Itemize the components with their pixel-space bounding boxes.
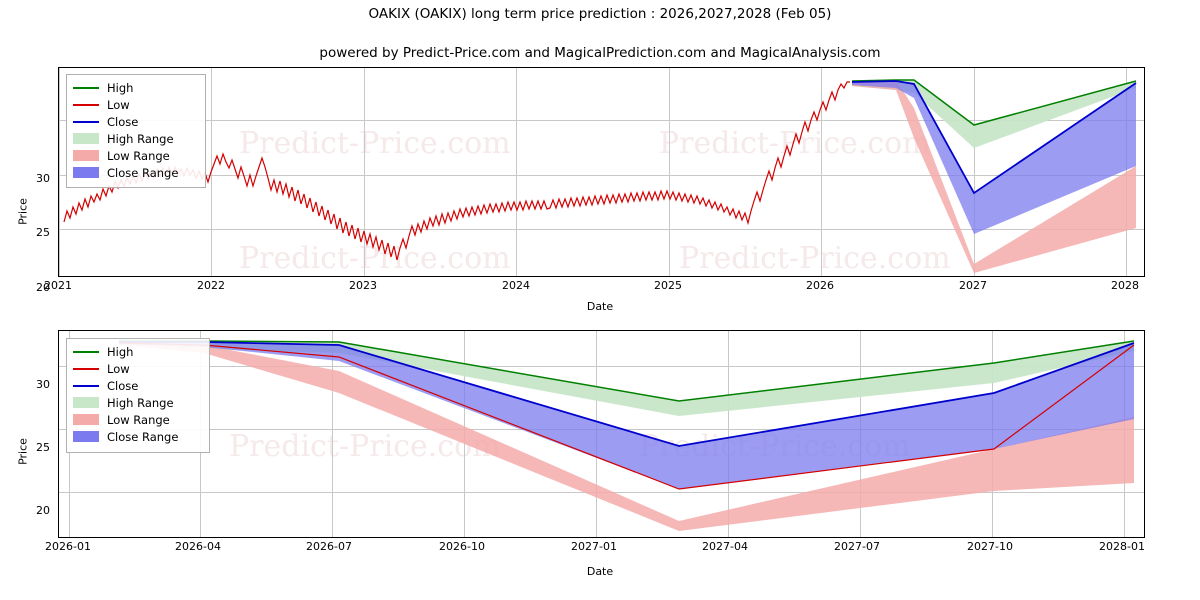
legend-label: Low: [107, 361, 130, 376]
top-xtick-2022: 2022: [197, 279, 225, 292]
top-low-range-band: [852, 80, 1136, 273]
legend-band-high-icon: [73, 133, 99, 144]
top-high-range-band: [852, 80, 1136, 148]
top-xtick-2027: 2027: [959, 279, 987, 292]
top-close-range-band: [852, 80, 1136, 234]
legend-label: High: [107, 80, 134, 95]
bottom-xtick-2026-10: 2026-10: [439, 540, 485, 553]
legend-line-low-icon: [73, 363, 99, 374]
legend-item-low: Low: [73, 360, 203, 377]
bottom-xtick-2026-01: 2026-01: [45, 540, 91, 553]
legend-band-low-icon: [73, 150, 99, 161]
bottom-x-axis-label: Date: [586, 565, 614, 578]
legend-band-close-icon: [73, 431, 99, 442]
page-title: OAKIX (OAKIX) long term price prediction…: [368, 6, 832, 22]
legend-item-close: Close: [73, 377, 203, 394]
legend-item-high: High: [73, 79, 199, 96]
legend-label: High Range: [107, 131, 174, 146]
top-close-forecast-line: [851, 80, 1137, 195]
top-xtick-2028: 2028: [1111, 279, 1139, 292]
top-xtick-2025: 2025: [654, 279, 682, 292]
bottom-plot-area: Predict-Price.com Predict-Price.com: [58, 330, 1145, 538]
top-xtick-2026: 2026: [806, 279, 834, 292]
legend-line-high-icon: [73, 346, 99, 357]
legend-label: Low: [107, 97, 130, 112]
legend-item-high-range: High Range: [73, 394, 203, 411]
legend-label: High: [107, 344, 134, 359]
top-xtick-2024: 2024: [502, 279, 530, 292]
watermark-text: Predict-Price.com: [679, 241, 951, 276]
legend-label: Close: [107, 378, 139, 393]
legend-label: Low Range: [107, 148, 170, 163]
watermark-text: Predict-Price.com: [239, 126, 511, 161]
legend-item-close-range: Close Range: [73, 164, 199, 181]
legend-item-close: Close: [73, 113, 199, 130]
watermark-text: Predict-Price.com: [659, 126, 931, 161]
legend-item-low: Low: [73, 96, 199, 113]
top-panel: Price 30 25 20 2021 2022 2023 2024 2025 …: [0, 60, 1200, 315]
legend-label: Low Range: [107, 412, 170, 427]
legend-item-high-range: High Range: [73, 130, 199, 147]
watermark-text: Predict-Price.com: [239, 241, 511, 276]
top-high-forecast-line: [851, 79, 1137, 126]
top-xtick-2021: 2021: [44, 279, 72, 292]
bottom-ytick-20: 20: [36, 504, 50, 517]
legend-item-low-range: Low Range: [73, 147, 199, 164]
legend-item-high: High: [73, 343, 203, 360]
legend-label: Close Range: [107, 429, 179, 444]
legend-line-low-icon: [73, 99, 99, 110]
bottom-xtick-2027-01: 2027-01: [571, 540, 617, 553]
legend-band-high-icon: [73, 397, 99, 408]
legend-label: Close Range: [107, 165, 179, 180]
page-subtitle: powered by Predict-Price.com and Magical…: [319, 45, 881, 61]
legend-item-close-range: Close Range: [73, 428, 203, 445]
legend-band-close-icon: [73, 167, 99, 178]
bottom-xtick-2027-07: 2027-07: [834, 540, 880, 553]
legend-item-low-range: Low Range: [73, 411, 203, 428]
bottom-legend: High Low Close High Range Low Range Clos…: [66, 338, 210, 453]
bottom-close-range-band: [119, 341, 1134, 489]
legend-line-close-icon: [73, 116, 99, 127]
bottom-low-range-band: [119, 341, 1134, 531]
legend-line-high-icon: [73, 82, 99, 93]
bottom-xtick-2026-04: 2026-04: [175, 540, 221, 553]
bottom-panel: Price 30 25 20 2026-01 2026-04 2026-07 2…: [0, 325, 1200, 600]
top-plot-svg: Predict-Price.com Predict-Price.com Pred…: [59, 68, 1144, 276]
legend-label: High Range: [107, 395, 174, 410]
top-ytick-20: 20: [36, 281, 50, 294]
top-ytick-30: 30: [36, 172, 50, 185]
top-gridlines: [59, 68, 1144, 276]
bottom-xtick-2028-01: 2028-01: [1099, 540, 1145, 553]
legend-line-close-icon: [73, 380, 99, 391]
top-plot-area: Predict-Price.com Predict-Price.com Pred…: [58, 67, 1145, 277]
top-legend: High Low Close High Range Low Range Clos…: [66, 74, 206, 188]
top-xtick-2023: 2023: [349, 279, 377, 292]
top-ytick-25: 25: [36, 226, 50, 239]
bottom-xtick-2027-10: 2027-10: [967, 540, 1013, 553]
legend-band-low-icon: [73, 414, 99, 425]
legend-label: Close: [107, 114, 139, 129]
bottom-plot-svg: Predict-Price.com Predict-Price.com: [59, 331, 1144, 537]
bottom-xtick-2027-04: 2027-04: [702, 540, 748, 553]
bottom-xtick-2026-07: 2026-07: [306, 540, 352, 553]
bottom-ytick-25: 25: [36, 441, 50, 454]
top-x-axis-label: Date: [586, 300, 614, 313]
bottom-ytick-30: 30: [36, 378, 50, 391]
